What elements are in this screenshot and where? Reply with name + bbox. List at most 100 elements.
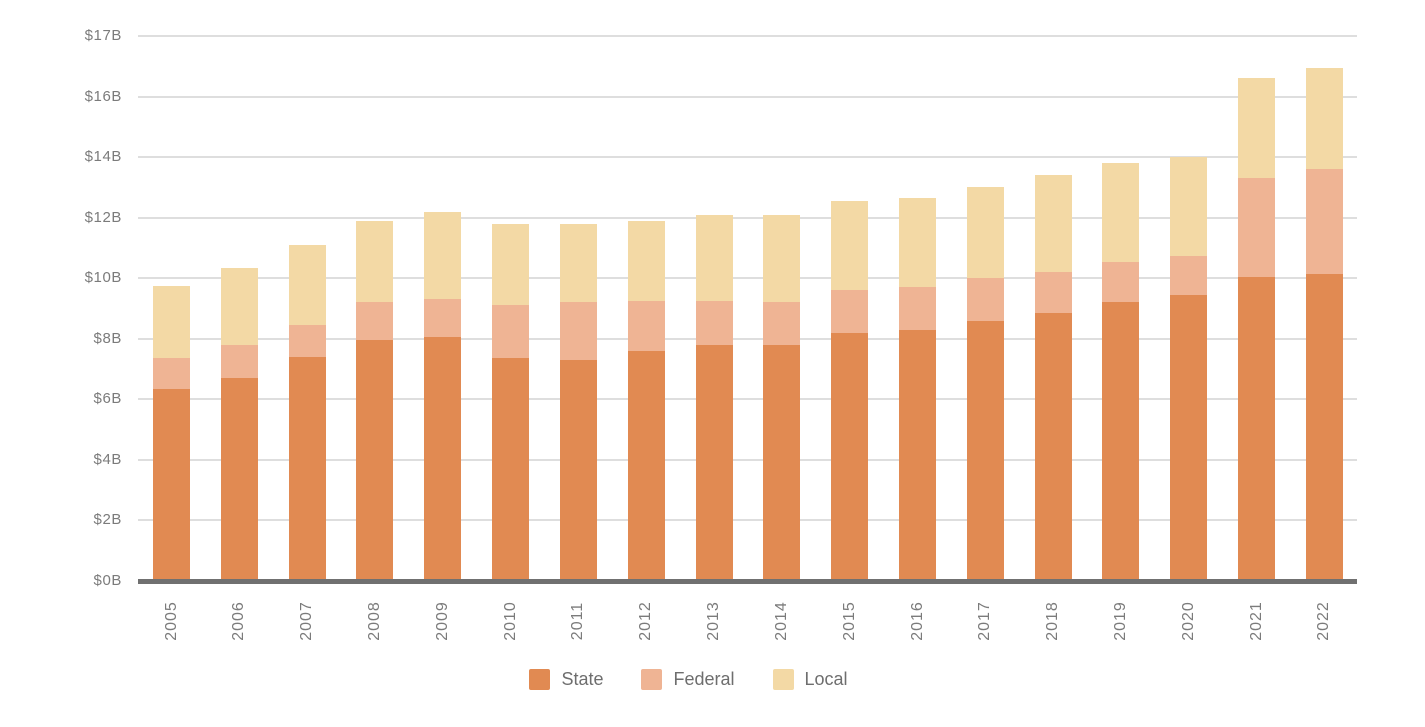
- bar-2009-state-segment[interactable]: [424, 337, 462, 581]
- bar-2007-state-segment[interactable]: [288, 356, 326, 581]
- gridline: [138, 35, 1357, 37]
- y-axis-tick-label: $8B: [93, 329, 122, 347]
- bar-2009-federal-segment[interactable]: [424, 299, 462, 338]
- y-axis-tick-label: $4B: [93, 450, 122, 468]
- bar-2007-local-segment[interactable]: [288, 244, 326, 326]
- bar-2012-federal-segment[interactable]: [627, 300, 665, 351]
- bar-2011-local-segment[interactable]: [559, 223, 597, 303]
- x-axis-tick-label-2010: 2010: [501, 601, 519, 641]
- legend-label-state: State: [561, 669, 604, 689]
- bar-2020-state-segment[interactable]: [1170, 294, 1208, 581]
- bar-2020-local-segment[interactable]: [1170, 157, 1208, 256]
- bar-2019-state-segment[interactable]: [1102, 302, 1140, 581]
- bar-2020-federal-segment[interactable]: [1170, 255, 1208, 295]
- bar-2010-federal-segment[interactable]: [492, 305, 530, 359]
- x-axis-tick-label-2005: 2005: [162, 601, 180, 641]
- chart-legend: State Federal Local: [0, 669, 1401, 690]
- federal-swatch-icon: [641, 669, 663, 690]
- bar-2015-state-segment[interactable]: [831, 332, 869, 581]
- x-axis-tick-label-2022: 2022: [1315, 601, 1333, 641]
- x-axis-tick-label-2008: 2008: [365, 601, 383, 641]
- bar-2007-federal-segment[interactable]: [288, 325, 326, 357]
- x-axis-tick-label-2013: 2013: [705, 601, 723, 641]
- y-axis-tick-label: $6B: [93, 390, 122, 408]
- bar-2011-federal-segment[interactable]: [559, 302, 597, 360]
- legend-item-local[interactable]: Local: [772, 669, 848, 690]
- bar-2006-federal-segment[interactable]: [220, 344, 258, 379]
- x-axis-tick-label-2020: 2020: [1179, 601, 1197, 641]
- x-axis-tick-label-2018: 2018: [1044, 601, 1062, 641]
- gridline: [138, 458, 1357, 461]
- bar-2016-state-segment[interactable]: [899, 329, 937, 581]
- x-axis-tick-label-2011: 2011: [569, 601, 587, 641]
- bar-2010-local-segment[interactable]: [492, 223, 530, 306]
- bar-2018-local-segment[interactable]: [1034, 175, 1072, 273]
- local-swatch-icon: [772, 669, 794, 690]
- bar-2008-state-segment[interactable]: [356, 340, 394, 581]
- x-axis-tick-label-2012: 2012: [637, 601, 655, 641]
- x-axis-tick-label-2017: 2017: [976, 601, 994, 641]
- bar-2013-state-segment[interactable]: [695, 344, 733, 581]
- y-axis-tick-label: $2B: [93, 511, 122, 529]
- bar-2021-state-segment[interactable]: [1238, 276, 1276, 581]
- gridline: [138, 519, 1357, 522]
- bar-2019-federal-segment[interactable]: [1102, 261, 1140, 303]
- bar-2015-local-segment[interactable]: [831, 201, 869, 291]
- bar-2014-state-segment[interactable]: [763, 344, 801, 581]
- x-axis-line: [138, 578, 1357, 584]
- bar-2019-local-segment[interactable]: [1102, 163, 1140, 262]
- bar-2018-state-segment[interactable]: [1034, 313, 1072, 581]
- bar-2017-local-segment[interactable]: [966, 187, 1004, 279]
- bar-2006-state-segment[interactable]: [220, 378, 258, 581]
- gridline: [138, 398, 1357, 401]
- x-axis-tick-label-2021: 2021: [1247, 601, 1265, 641]
- legend-label-local: Local: [804, 669, 848, 689]
- bar-2005-federal-segment[interactable]: [153, 358, 190, 389]
- bar-2011-state-segment[interactable]: [559, 359, 597, 581]
- gridline: [138, 156, 1357, 159]
- bar-2014-federal-segment[interactable]: [763, 302, 801, 345]
- bar-2006-local-segment[interactable]: [220, 267, 258, 345]
- gridline: [138, 277, 1357, 280]
- bar-2014-local-segment[interactable]: [763, 214, 801, 303]
- bar-2009-local-segment[interactable]: [424, 211, 462, 300]
- y-axis-tick-label: $14B: [84, 148, 122, 166]
- bar-2021-federal-segment[interactable]: [1238, 178, 1276, 277]
- bar-2022-state-segment[interactable]: [1305, 273, 1343, 581]
- y-axis-tick-label: $0B: [93, 572, 122, 589]
- y-axis-tick-label: $10B: [84, 269, 122, 287]
- bar-2013-local-segment[interactable]: [695, 214, 733, 301]
- bar-2022-federal-segment[interactable]: [1305, 169, 1343, 274]
- gridline: [138, 216, 1357, 219]
- gridline: [138, 337, 1357, 340]
- legend-item-state[interactable]: State: [529, 669, 603, 690]
- bar-2017-state-segment[interactable]: [966, 320, 1004, 581]
- bar-2010-state-segment[interactable]: [492, 358, 530, 581]
- bar-2018-federal-segment[interactable]: [1034, 272, 1072, 314]
- bar-2012-local-segment[interactable]: [627, 220, 665, 301]
- legend-item-federal[interactable]: Federal: [641, 669, 735, 690]
- bar-2013-federal-segment[interactable]: [695, 300, 733, 345]
- bar-2021-local-segment[interactable]: [1238, 78, 1276, 179]
- bar-2005-local-segment[interactable]: [153, 285, 190, 359]
- x-axis-tick-label-2016: 2016: [908, 601, 926, 641]
- bar-2015-federal-segment[interactable]: [831, 290, 869, 333]
- bar-2008-local-segment[interactable]: [356, 220, 394, 303]
- y-axis-tick-label: $12B: [84, 208, 122, 226]
- bar-2008-federal-segment[interactable]: [356, 302, 394, 341]
- y-axis-tick-label: $17B: [84, 27, 122, 44]
- x-axis-tick-label-2006: 2006: [230, 601, 248, 641]
- state-swatch-icon: [529, 669, 551, 690]
- bar-2016-local-segment[interactable]: [899, 197, 937, 288]
- x-axis-tick-label-2009: 2009: [433, 601, 451, 641]
- bar-2005-state-segment[interactable]: [153, 388, 190, 581]
- legend-label-federal: Federal: [673, 669, 735, 689]
- bar-2017-federal-segment[interactable]: [966, 278, 1004, 321]
- x-axis-tick-label-2015: 2015: [840, 601, 858, 641]
- bar-2022-local-segment[interactable]: [1305, 67, 1343, 170]
- bar-2012-state-segment[interactable]: [627, 350, 665, 581]
- y-axis-tick-label: $16B: [84, 87, 122, 105]
- x-axis-tick-label-2019: 2019: [1111, 601, 1129, 641]
- x-axis-tick-label-2014: 2014: [772, 601, 790, 641]
- bar-2016-federal-segment[interactable]: [899, 287, 937, 330]
